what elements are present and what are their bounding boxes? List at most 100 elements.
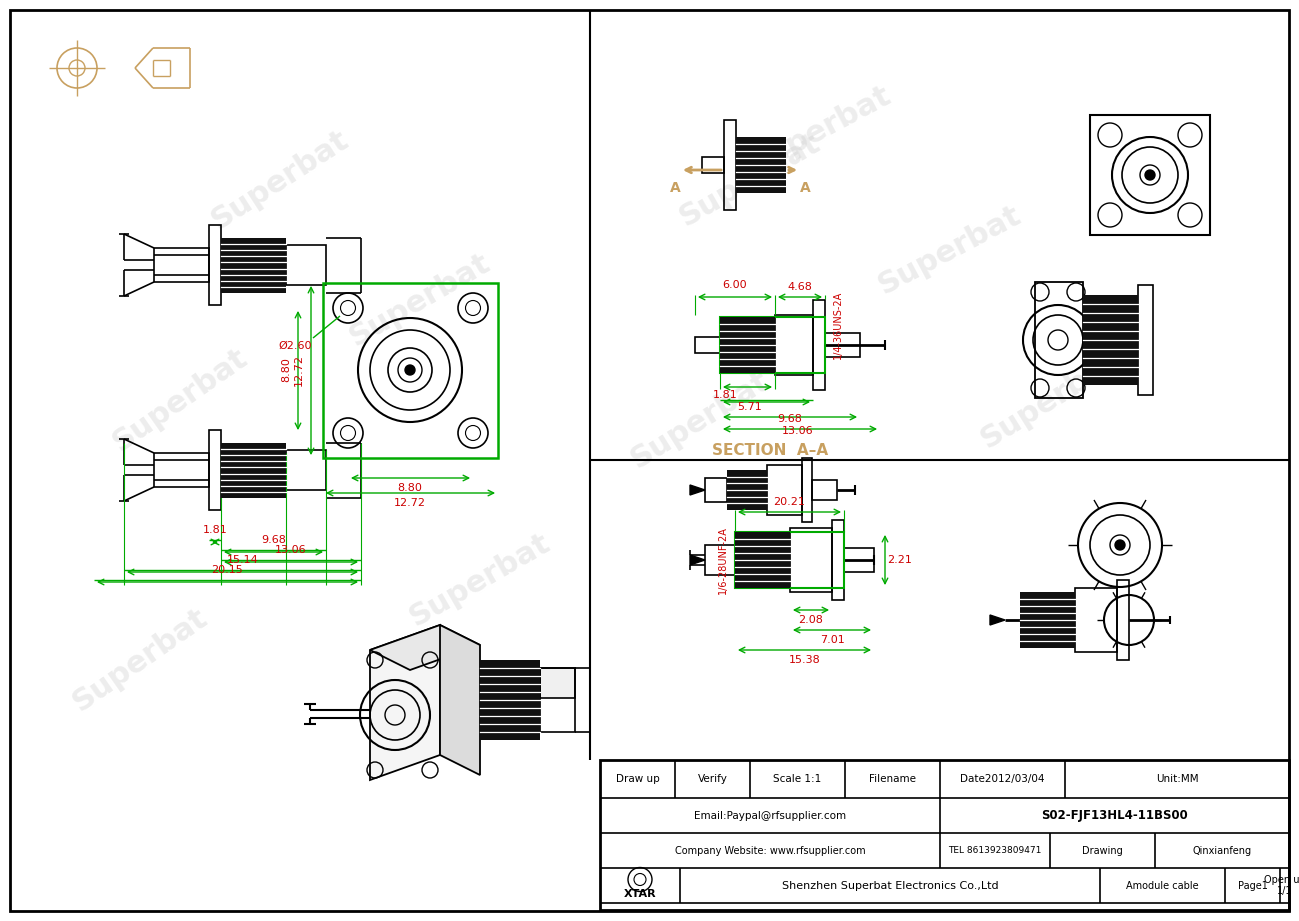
Polygon shape xyxy=(990,615,1005,625)
Text: 13.06: 13.06 xyxy=(782,426,813,436)
Bar xyxy=(1138,285,1154,395)
Text: Shenzhen Superbat Electronics Co.,Ltd: Shenzhen Superbat Electronics Co.,Ltd xyxy=(782,880,999,891)
Bar xyxy=(735,532,844,588)
Bar xyxy=(801,458,812,522)
Bar xyxy=(155,248,209,282)
Text: Superbat: Superbat xyxy=(404,528,556,632)
Text: 12.72: 12.72 xyxy=(294,354,304,386)
Bar xyxy=(1020,592,1076,648)
Bar xyxy=(705,478,727,502)
Text: Open up
1/1: Open up 1/1 xyxy=(1264,875,1299,896)
Text: Amodule cable: Amodule cable xyxy=(1126,880,1199,891)
Bar xyxy=(1090,115,1209,235)
Text: 1/4-36UNS-2A: 1/4-36UNS-2A xyxy=(833,291,843,359)
Text: Superbat: Superbat xyxy=(107,343,253,457)
Bar xyxy=(812,480,837,500)
Bar xyxy=(724,120,737,210)
Bar xyxy=(221,238,286,293)
Text: 13.06: 13.06 xyxy=(275,545,307,555)
Text: XTAR: XTAR xyxy=(624,889,656,899)
Bar xyxy=(831,520,844,600)
Text: SECTION  A–A: SECTION A–A xyxy=(712,442,827,458)
Bar xyxy=(1035,282,1083,398)
Polygon shape xyxy=(370,625,440,780)
Circle shape xyxy=(1115,540,1125,550)
Bar xyxy=(540,668,575,732)
Bar xyxy=(776,315,813,375)
Text: Unit:MM: Unit:MM xyxy=(1156,774,1198,784)
Bar xyxy=(705,545,735,575)
Text: Superbat: Superbat xyxy=(743,80,896,180)
Text: 1.81: 1.81 xyxy=(713,390,738,400)
Circle shape xyxy=(1144,170,1155,180)
Text: A: A xyxy=(800,181,811,195)
Bar xyxy=(844,548,874,572)
Text: 9.68: 9.68 xyxy=(778,414,803,424)
Text: 15.38: 15.38 xyxy=(788,655,821,665)
Text: 4.68: 4.68 xyxy=(787,282,812,292)
Bar xyxy=(600,760,1289,910)
Text: Superbat: Superbat xyxy=(873,200,1026,300)
Text: A: A xyxy=(669,181,681,195)
Polygon shape xyxy=(690,555,705,565)
Polygon shape xyxy=(440,625,481,775)
Text: Company Website: www.rfsupplier.com: Company Website: www.rfsupplier.com xyxy=(674,845,865,856)
Text: 1.81: 1.81 xyxy=(203,525,227,535)
Circle shape xyxy=(405,365,414,375)
Text: Scale 1:1: Scale 1:1 xyxy=(773,774,822,784)
Bar xyxy=(155,453,209,487)
Bar xyxy=(825,333,860,357)
Bar xyxy=(813,300,825,390)
Text: 5.71: 5.71 xyxy=(738,402,763,412)
Text: Draw up: Draw up xyxy=(616,774,660,784)
Text: Filename: Filename xyxy=(869,774,916,784)
Text: TEL 8613923809471: TEL 8613923809471 xyxy=(948,846,1042,855)
Text: Drawing: Drawing xyxy=(1082,845,1122,856)
Text: S02-FJF13HL4-11BS00: S02-FJF13HL4-11BS00 xyxy=(1040,809,1187,822)
Text: 12.72: 12.72 xyxy=(394,498,426,508)
Text: Verify: Verify xyxy=(698,774,727,784)
Text: Superbat: Superbat xyxy=(976,346,1125,454)
Bar xyxy=(286,245,326,285)
Bar xyxy=(1083,295,1138,385)
Text: 7.01: 7.01 xyxy=(820,635,844,645)
Bar xyxy=(1117,580,1129,660)
Bar xyxy=(766,465,801,515)
Text: Superbat: Superbat xyxy=(207,125,355,235)
Text: Date2012/03/04: Date2012/03/04 xyxy=(960,774,1044,784)
Text: Email:Paypal@rfsupplier.com: Email:Paypal@rfsupplier.com xyxy=(694,810,846,821)
Text: 2.21: 2.21 xyxy=(887,555,912,565)
Text: 8.80: 8.80 xyxy=(281,357,291,382)
Bar xyxy=(209,430,221,510)
Text: 1/6-28UNF-2A: 1/6-28UNF-2A xyxy=(718,526,727,594)
Bar xyxy=(540,668,575,698)
Text: 20.15: 20.15 xyxy=(212,565,243,575)
Text: 2.08: 2.08 xyxy=(799,615,824,625)
Text: Superbat: Superbat xyxy=(625,366,774,474)
Bar xyxy=(720,317,825,373)
Text: Superbat: Superbat xyxy=(344,248,496,352)
Bar xyxy=(323,283,498,458)
Text: Superbat: Superbat xyxy=(674,128,826,232)
Bar xyxy=(481,660,540,740)
Text: Ø2.60: Ø2.60 xyxy=(278,341,312,351)
Text: Page1: Page1 xyxy=(1238,880,1268,891)
Text: 15.14: 15.14 xyxy=(226,555,259,565)
Text: 9.68: 9.68 xyxy=(261,535,286,545)
Text: 8.80: 8.80 xyxy=(397,483,422,493)
Text: 20.21: 20.21 xyxy=(774,497,805,507)
Bar xyxy=(209,225,221,305)
Bar xyxy=(701,157,724,173)
Bar xyxy=(1076,588,1117,652)
Text: Qinxianfeng: Qinxianfeng xyxy=(1192,845,1251,856)
Text: Superbat: Superbat xyxy=(68,603,213,717)
Bar xyxy=(790,528,831,592)
Bar xyxy=(735,532,790,588)
Bar xyxy=(286,450,326,490)
Text: 6.00: 6.00 xyxy=(722,280,747,290)
Polygon shape xyxy=(370,625,481,670)
Bar xyxy=(737,137,786,193)
Bar xyxy=(221,443,286,498)
Bar xyxy=(695,337,720,353)
Bar xyxy=(727,470,766,510)
